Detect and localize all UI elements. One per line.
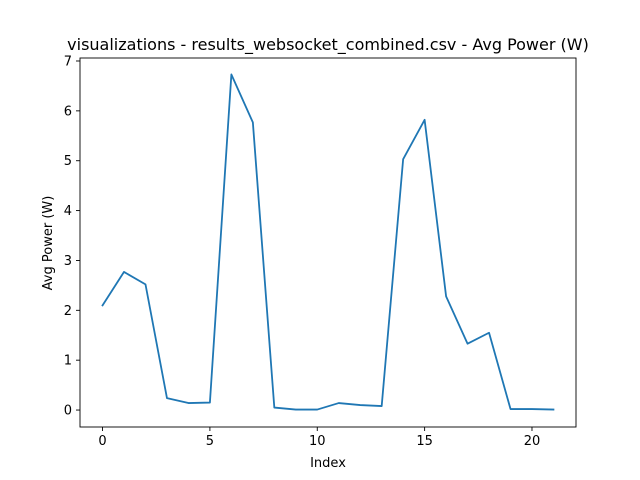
y-tick-label: 5 — [64, 154, 72, 169]
series-line-0 — [101, 73, 555, 411]
y-tick-label: 6 — [64, 104, 72, 119]
y-tick-label: 2 — [64, 304, 72, 319]
y-axis-label: Avg Power (W) — [41, 196, 56, 291]
y-tick-label: 7 — [64, 54, 72, 69]
x-tick-label: 0 — [98, 434, 106, 449]
chart-title: visualizations - results_websocket_combi… — [67, 35, 589, 55]
y-tick-label: 4 — [64, 204, 72, 219]
y-tick-label: 1 — [64, 354, 72, 369]
x-tick-label: 20 — [524, 434, 541, 449]
x-tick-label: 10 — [309, 434, 326, 449]
axes-frame — [79, 57, 577, 428]
x-axis-label: Index — [310, 456, 346, 471]
plot-area — [79, 57, 577, 428]
y-tick-label: 3 — [64, 254, 72, 269]
y-tick-label: 0 — [64, 404, 72, 419]
x-tick-label: 5 — [206, 434, 214, 449]
axis-ticks: 0 5 10 15 20 0 1 2 3 4 5 6 7 — [64, 54, 541, 449]
x-tick-label: 15 — [416, 434, 433, 449]
